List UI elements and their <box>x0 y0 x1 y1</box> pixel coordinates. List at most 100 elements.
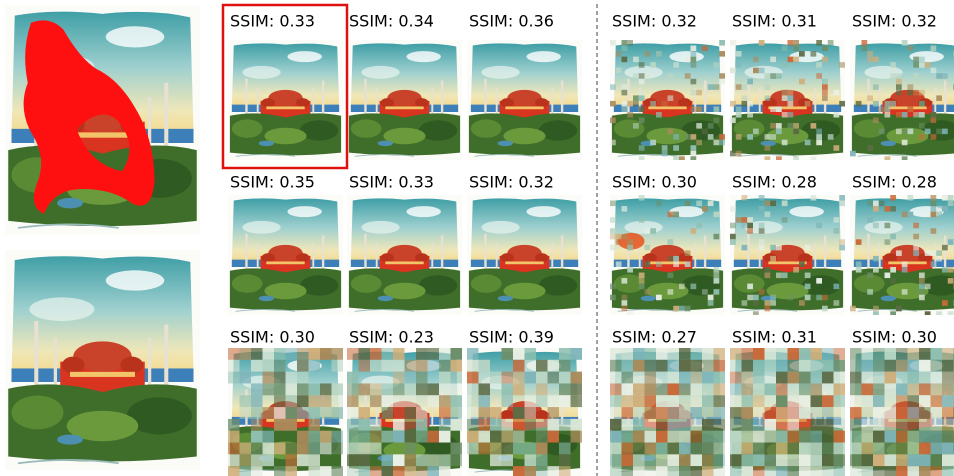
mosaic-patch <box>691 443 703 455</box>
mosaic-patch <box>370 466 382 476</box>
mosaic-patch <box>811 51 817 57</box>
mosaic-patch <box>873 383 885 395</box>
mosaic-patch <box>525 395 537 407</box>
ssim-label: SSIM: 0.30 <box>852 328 937 347</box>
mosaic-patch <box>393 454 405 466</box>
mosaic-patch <box>251 348 263 360</box>
mosaic-patch <box>919 295 925 301</box>
ssim-label: SSIM: 0.30 <box>230 328 315 347</box>
mosaic-patch <box>770 256 776 262</box>
result-image <box>347 195 462 315</box>
mosaic-patch <box>765 395 777 407</box>
mosaic-patch <box>309 395 321 407</box>
mosaic-patch <box>850 151 856 157</box>
mosaic-patch <box>782 273 788 279</box>
result-image <box>610 40 725 162</box>
mosaic-patch <box>805 295 811 301</box>
mosaic-patch <box>691 348 703 360</box>
mosaic-patch <box>479 443 491 455</box>
mosaic-patch <box>332 443 344 455</box>
mosaic-patch <box>393 383 405 395</box>
mosaic-patch <box>297 431 309 443</box>
ssim-label: SSIM: 0.31 <box>732 328 817 347</box>
mosaic-patch <box>622 206 628 212</box>
mosaic-patch <box>490 431 502 443</box>
mosaic-patch <box>862 360 874 372</box>
mosaic-patch <box>776 395 788 407</box>
mosaic-patch <box>393 419 405 431</box>
mosaic-patch <box>622 454 634 466</box>
mosaic-patch <box>702 395 714 407</box>
mosaic-patch <box>805 284 811 290</box>
mosaic-patch <box>559 419 571 431</box>
mosaic-patch <box>656 201 662 207</box>
mosaic-patch <box>793 267 799 273</box>
mosaic-patch <box>902 212 908 218</box>
mosaic-patch <box>908 383 920 395</box>
mosaic-patch <box>439 466 451 476</box>
mosaic-patch <box>822 79 828 85</box>
mosaic-patch <box>240 407 252 419</box>
mosaic-patch <box>633 123 639 129</box>
mosaic-patch <box>405 454 417 466</box>
mosaic-patch <box>834 145 840 151</box>
mosaic-patch <box>251 419 263 431</box>
mosaic-patch <box>885 372 897 384</box>
mosaic-patch <box>451 348 463 360</box>
mosaic-patch <box>816 278 822 284</box>
mosaic-patch <box>714 348 726 360</box>
mosaic-patch <box>240 395 252 407</box>
mosaic-patch <box>633 431 645 443</box>
mosaic-patch <box>908 129 914 135</box>
mosaic-patch <box>639 95 645 101</box>
mosaic-patch <box>228 454 240 466</box>
mosaic-patch <box>776 372 788 384</box>
mosaic-patch <box>799 51 805 57</box>
mosaic-patch <box>719 140 725 146</box>
mosaic-patch <box>856 239 862 245</box>
mosaic-patch <box>610 101 616 107</box>
mosaic-patch <box>931 261 937 267</box>
mosaic-patch <box>885 466 897 476</box>
mosaic-patch <box>759 239 765 245</box>
mosaic-patch <box>747 295 753 301</box>
mosaic-patch <box>873 201 879 207</box>
mosaic-patch <box>799 443 811 455</box>
mosaic-patch <box>811 360 823 372</box>
mosaic-patch <box>679 407 691 419</box>
mosaic-patch <box>850 431 862 443</box>
mosaic-patch <box>931 250 937 256</box>
mosaic-patch <box>742 431 754 443</box>
mosaic-patch <box>890 62 896 68</box>
mosaic-patch <box>536 360 548 372</box>
mosaic-patch <box>782 217 788 223</box>
mosaic-patch <box>668 256 674 262</box>
mosaic-patch <box>627 40 633 46</box>
mosaic-patch <box>908 195 914 201</box>
mosaic-patch <box>816 129 822 135</box>
mosaic-patch <box>622 407 634 419</box>
mosaic-patch <box>856 267 862 273</box>
mosaic-patch <box>834 466 846 476</box>
mosaic-patch <box>702 372 714 384</box>
mosaic-patch <box>885 156 891 162</box>
mosaic-patch <box>765 156 771 162</box>
mosaic-patch <box>439 407 451 419</box>
mosaic-patch <box>913 57 919 63</box>
mosaic-patch <box>788 372 800 384</box>
mosaic-patch <box>850 454 862 466</box>
result-image <box>228 195 343 315</box>
mosaic-patch <box>428 395 440 407</box>
mosaic-patch <box>286 372 298 384</box>
mosaic-patch <box>834 360 846 372</box>
mosaic-patch <box>393 348 405 360</box>
result-image <box>467 348 582 476</box>
mosaic-patch <box>730 395 742 407</box>
mosaic-patch <box>536 395 548 407</box>
mosaic-patch <box>788 95 794 101</box>
mosaic-patch <box>428 454 440 466</box>
mosaic-patch <box>908 443 920 455</box>
mosaic-patch <box>765 431 777 443</box>
mosaic-patch <box>873 311 879 317</box>
mosaic-patch <box>753 419 765 431</box>
